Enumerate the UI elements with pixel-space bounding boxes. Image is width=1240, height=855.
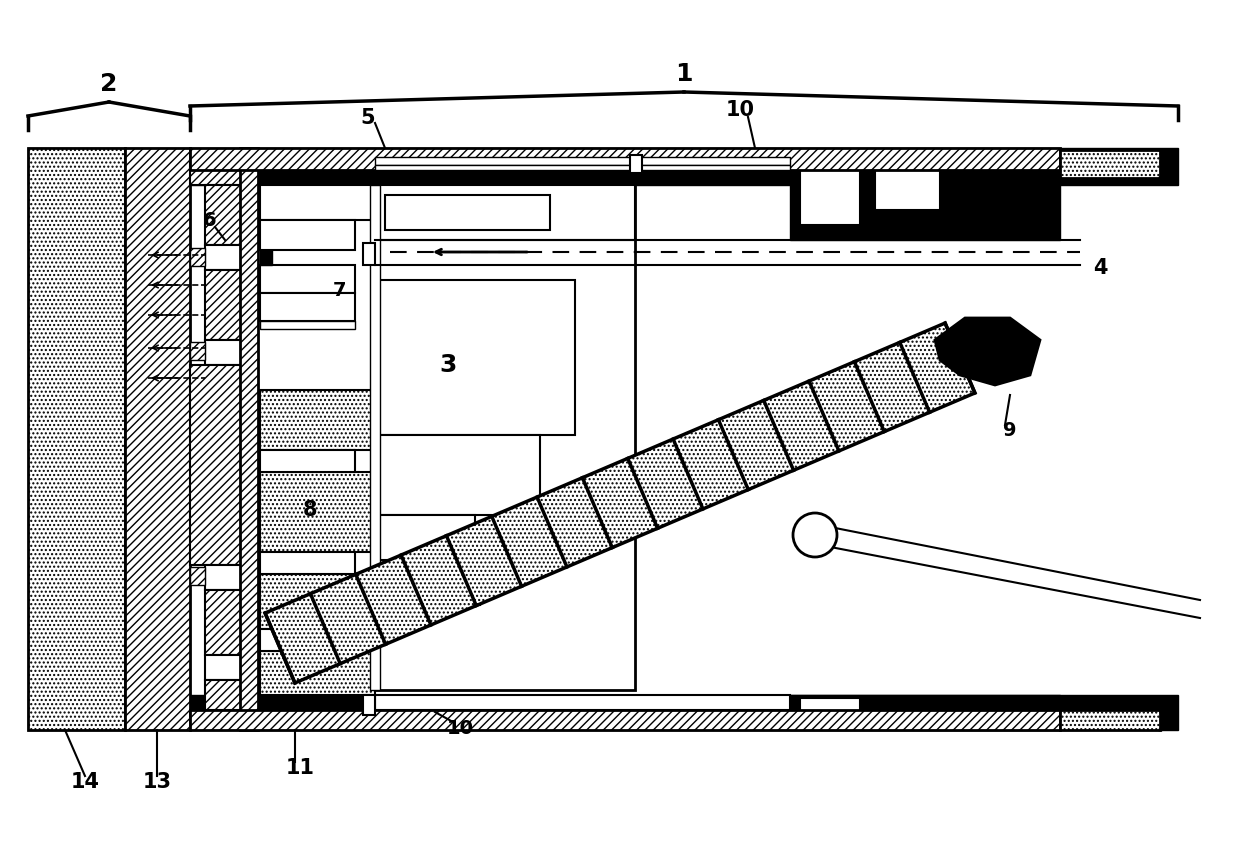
Bar	[205, 185, 246, 245]
Bar	[800, 698, 861, 723]
Text: 14: 14	[71, 772, 99, 792]
Bar	[260, 629, 355, 651]
Bar	[29, 695, 1178, 730]
Bar	[260, 250, 272, 265]
Circle shape	[794, 513, 837, 557]
Text: 13: 13	[143, 772, 171, 792]
Polygon shape	[265, 323, 975, 683]
Bar	[1060, 710, 1159, 730]
Bar	[374, 515, 475, 560]
Bar	[790, 165, 1060, 240]
Bar	[125, 148, 190, 730]
Bar	[205, 340, 246, 365]
Bar	[260, 321, 355, 329]
Bar	[374, 185, 635, 240]
Text: 3: 3	[439, 353, 456, 377]
Bar	[374, 695, 790, 710]
Bar	[260, 185, 374, 220]
Bar	[374, 280, 575, 435]
Bar	[363, 243, 374, 265]
Bar	[205, 680, 246, 710]
Bar	[374, 185, 635, 690]
Bar	[260, 390, 374, 450]
Text: 6: 6	[203, 210, 217, 229]
Bar	[405, 560, 480, 605]
Bar	[374, 157, 790, 165]
Bar	[190, 248, 205, 266]
Polygon shape	[935, 318, 1040, 385]
Bar	[260, 293, 355, 321]
Bar	[205, 565, 246, 590]
Text: 1: 1	[676, 62, 693, 86]
Bar	[260, 265, 355, 293]
Bar	[205, 270, 246, 340]
Bar	[260, 552, 355, 574]
Bar	[370, 185, 379, 690]
Bar	[800, 170, 861, 225]
Bar	[190, 342, 205, 360]
Bar	[205, 245, 246, 270]
Text: 7: 7	[334, 280, 347, 299]
Bar	[190, 148, 1060, 170]
Bar	[260, 450, 355, 472]
Bar	[790, 695, 1060, 730]
Bar	[190, 365, 246, 565]
Bar	[875, 170, 940, 210]
Bar	[260, 472, 374, 552]
Bar	[205, 590, 246, 655]
Bar	[630, 155, 642, 173]
Text: 2: 2	[100, 72, 118, 96]
Bar	[363, 695, 374, 715]
Bar	[374, 435, 539, 515]
Bar	[29, 148, 1178, 185]
Text: 4: 4	[1092, 258, 1107, 278]
Bar	[260, 651, 374, 695]
Text: 10: 10	[725, 100, 754, 120]
Bar	[384, 195, 551, 230]
Text: 11: 11	[285, 758, 315, 778]
Text: 8: 8	[303, 500, 317, 520]
Bar	[205, 655, 246, 680]
Bar	[190, 710, 1060, 730]
Text: 9: 9	[1003, 421, 1017, 439]
Bar	[260, 220, 355, 250]
Bar	[190, 160, 246, 185]
Text: 10: 10	[446, 718, 474, 738]
Bar	[190, 567, 205, 585]
Bar	[374, 165, 790, 170]
Bar	[29, 148, 125, 730]
Bar	[241, 148, 258, 730]
Bar	[1060, 150, 1159, 178]
Text: 5: 5	[361, 108, 376, 128]
Bar	[260, 574, 374, 629]
